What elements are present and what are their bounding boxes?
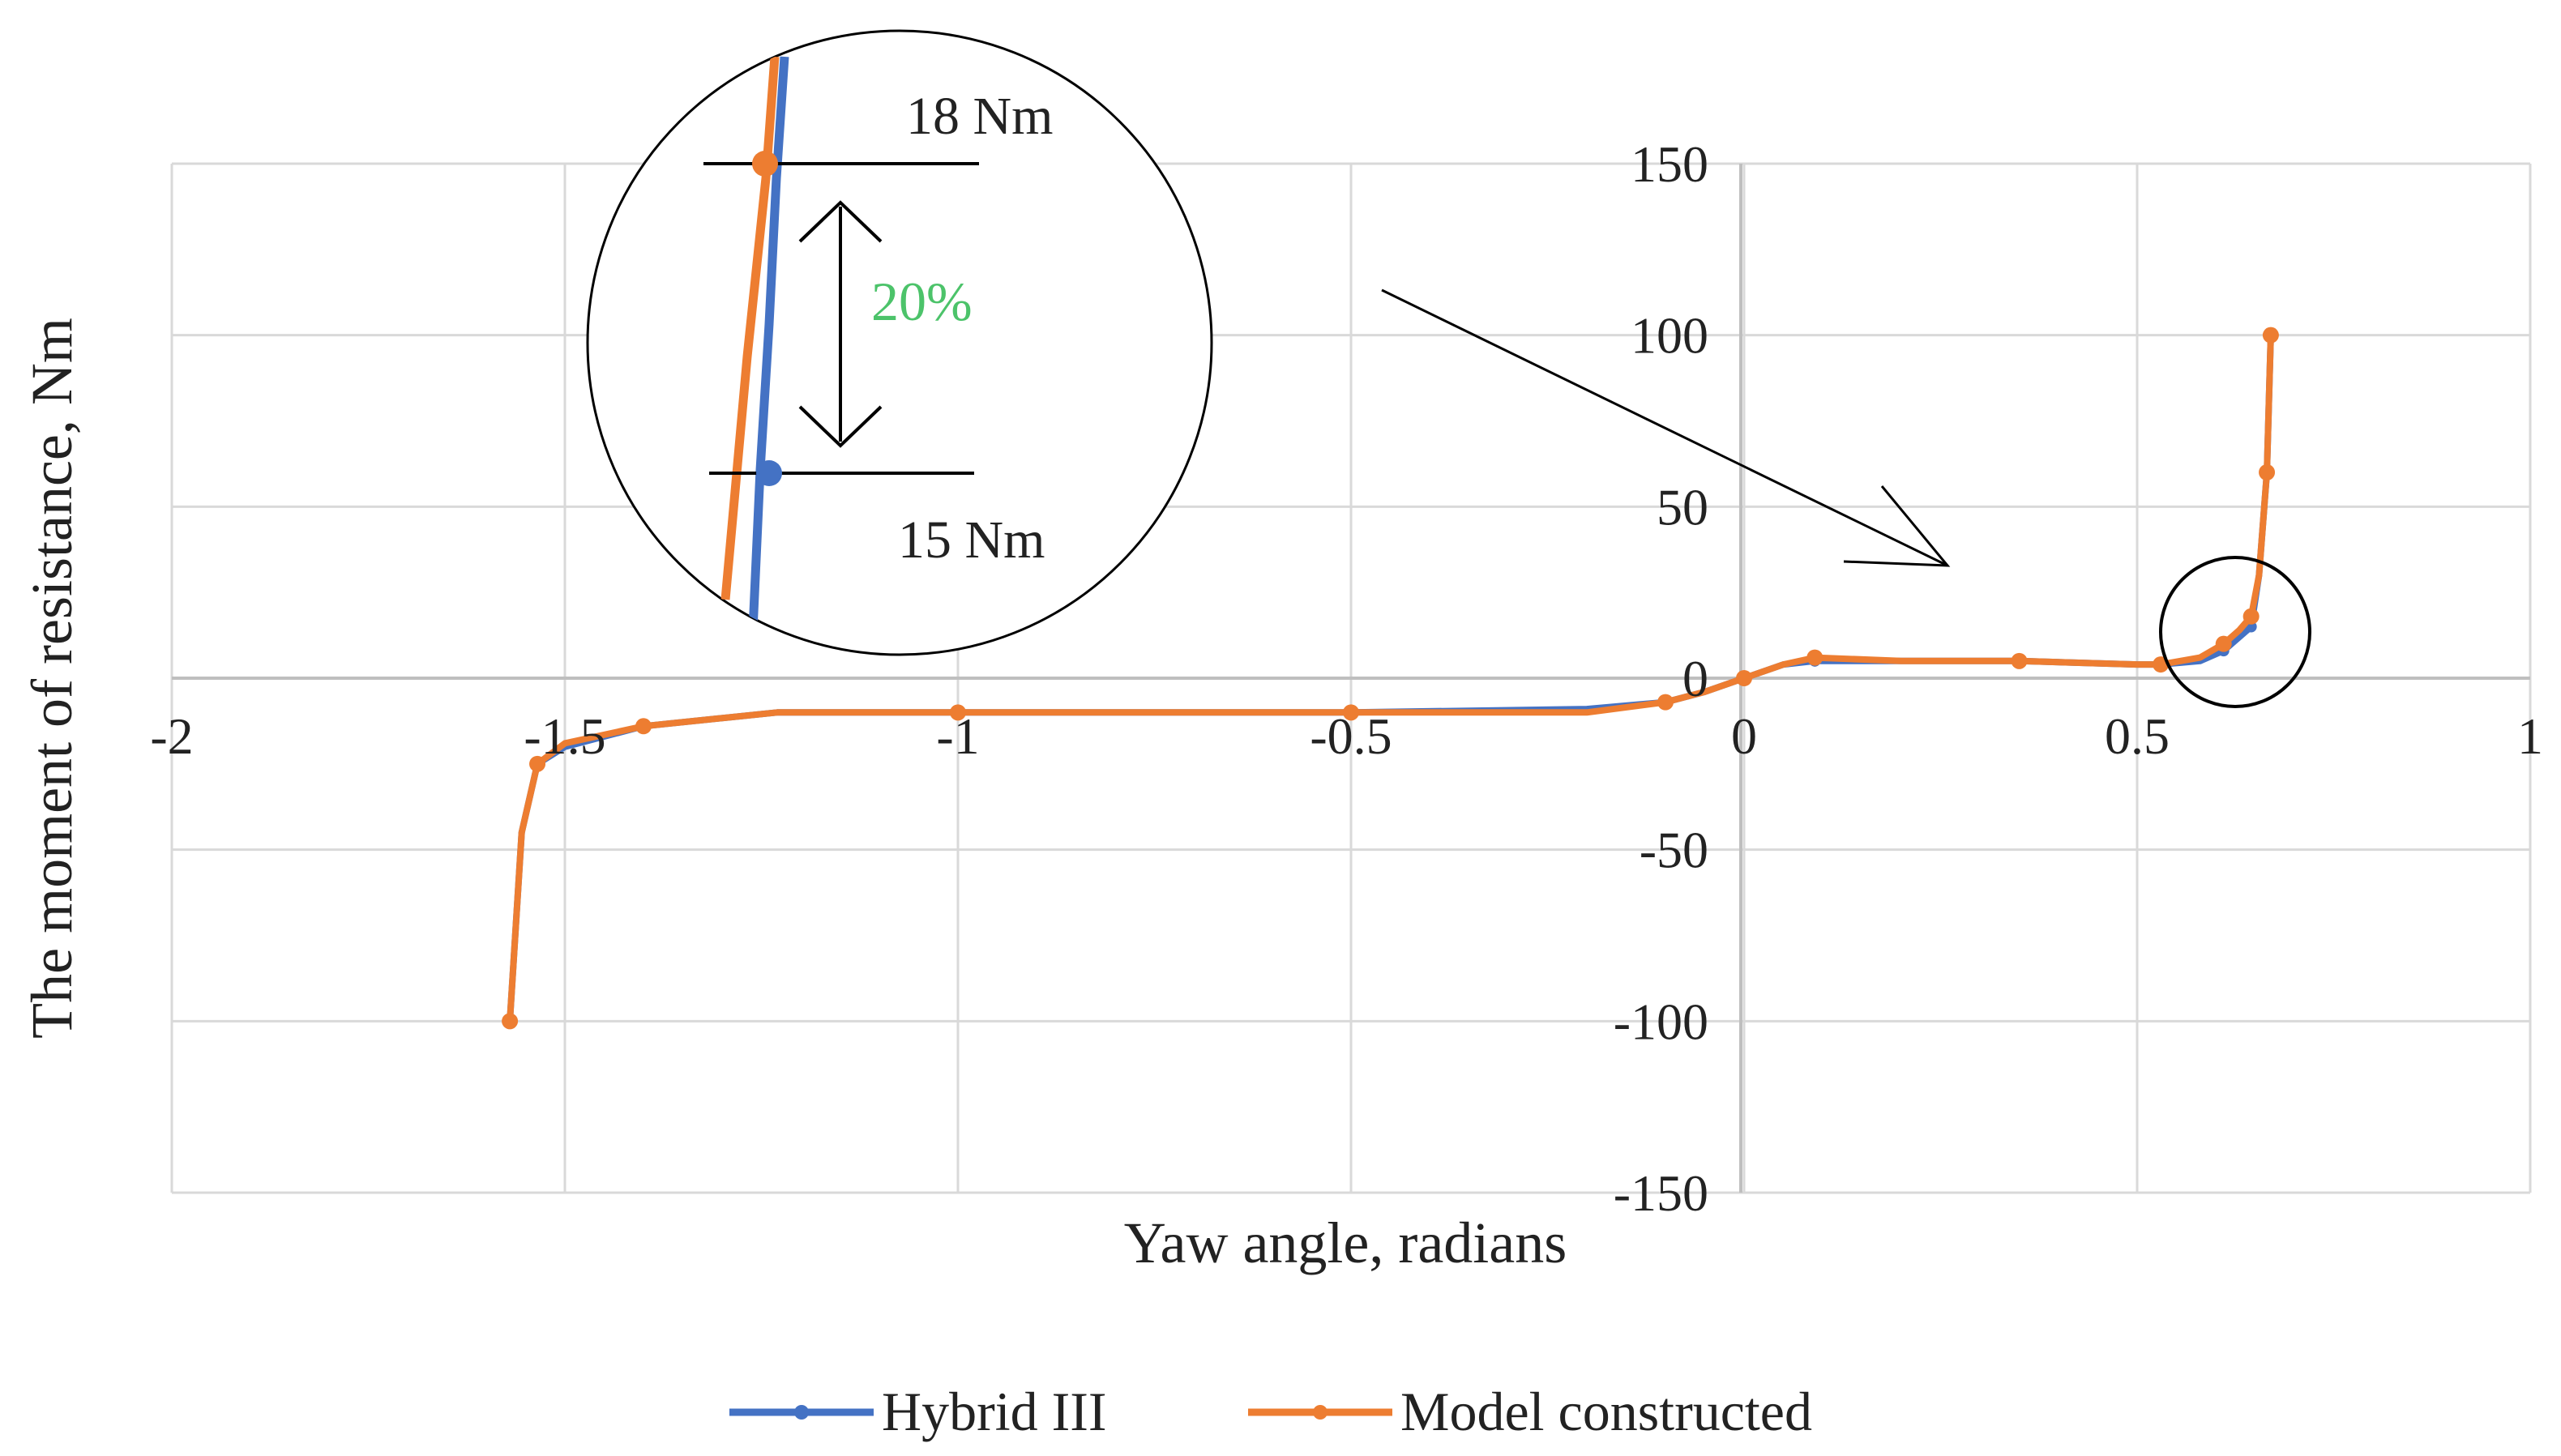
magnifier-inset: 18 Nm 15 Nm 20% xyxy=(586,29,1213,656)
y-tick-label: -50 xyxy=(1640,822,1708,879)
data-point-model-constructed xyxy=(529,755,546,772)
x-tick-label: 0.5 xyxy=(2105,707,2170,765)
data-point-model-constructed xyxy=(2262,327,2279,344)
y-tick-label: 0 xyxy=(1682,650,1708,707)
tick-labels: -2 -1.5 -1 -0.5 0 0.5 1 150 100 50 0 -50 -100 -150 xyxy=(150,135,2543,1222)
y-axis-title: The moment of resistance, Nm xyxy=(19,318,84,1039)
legend: Hybrid III Model constructed xyxy=(729,1381,1812,1442)
y-tick-label: -100 xyxy=(1614,993,1708,1050)
inset-hybrid-line xyxy=(747,56,789,649)
inset-percent-label: 20% xyxy=(871,271,973,332)
y-tick-label: 50 xyxy=(1657,478,1708,536)
inset-arrow-head-down xyxy=(798,405,883,448)
legend-label-model-constructed: Model constructed xyxy=(1400,1381,1812,1442)
data-point-model-constructed xyxy=(502,1013,519,1030)
legend-label-hybrid-iii: Hybrid III xyxy=(882,1381,1107,1442)
data-point-model-constructed xyxy=(2259,464,2276,480)
legend-item-model-constructed: Model constructed xyxy=(1248,1381,1812,1442)
inset-arrow-head-up xyxy=(798,200,883,243)
x-tick-label: -1.5 xyxy=(524,707,605,765)
data-point-model-constructed xyxy=(2242,608,2260,625)
x-tick-label: 1 xyxy=(2517,707,2543,765)
data-point-model-constructed xyxy=(635,718,652,735)
y-tick-label: -150 xyxy=(1614,1164,1708,1222)
x-axis-title: Yaw angle, radians xyxy=(1124,1210,1567,1275)
x-tick-label: -1 xyxy=(936,707,979,765)
zoom-region-circle xyxy=(2159,556,2311,708)
inset-circle xyxy=(586,29,1213,656)
zoom-pointer-arrow xyxy=(1381,288,1951,567)
data-point-model-constructed xyxy=(1343,704,1359,721)
data-point-model-constructed xyxy=(1657,694,1674,711)
x-tick-label: -0.5 xyxy=(1310,707,1392,765)
data-point-model-constructed xyxy=(2215,635,2232,652)
x-tick-label: 0 xyxy=(1731,707,1757,765)
data-point-model-constructed xyxy=(1806,649,1823,666)
legend-item-hybrid-iii: Hybrid III xyxy=(729,1381,1107,1442)
y-tick-label: 100 xyxy=(1631,307,1708,365)
series-line-model-constructed xyxy=(507,331,2274,1025)
x-tick-label: -2 xyxy=(150,707,193,765)
inset-model-line xyxy=(720,56,780,600)
y-tick-label: 150 xyxy=(1631,135,1708,193)
inset-hybrid-marker xyxy=(756,460,782,486)
inset-lower-label: 15 Nm xyxy=(898,510,1045,570)
data-point-model-constructed xyxy=(950,704,966,721)
data-point-model-constructed xyxy=(1736,670,1752,686)
data-point-model-constructed xyxy=(2011,652,2028,669)
inset-upper-label: 18 Nm xyxy=(906,87,1054,146)
inset-model-marker xyxy=(752,151,778,177)
